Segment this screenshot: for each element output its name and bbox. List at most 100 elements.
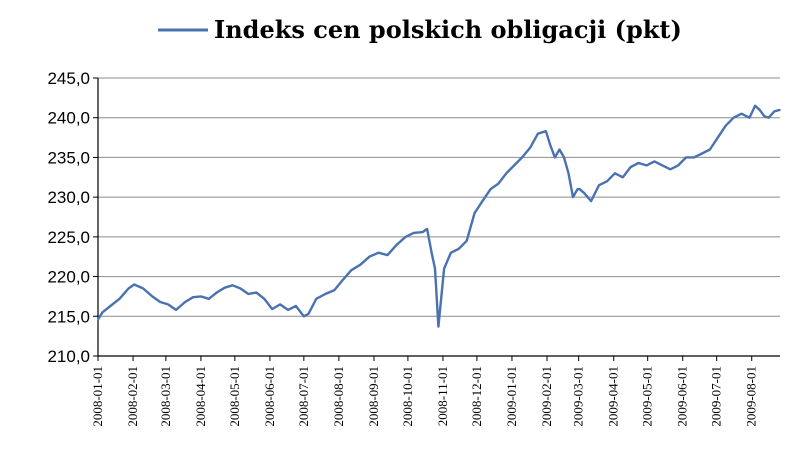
y-tick-label: 240,0	[47, 109, 90, 128]
data-point	[458, 248, 460, 250]
data-point	[465, 240, 468, 242]
data-point	[443, 267, 445, 270]
data-point	[175, 309, 177, 311]
data-point	[763, 115, 765, 117]
data-point	[151, 295, 154, 298]
x-tick-label: 2009-06-01	[675, 366, 690, 427]
data-point	[572, 196, 574, 198]
data-point	[192, 296, 194, 299]
data-point	[521, 156, 523, 159]
data-point	[200, 295, 202, 298]
data-point	[709, 148, 711, 151]
data-point	[341, 279, 344, 282]
data-point	[758, 109, 761, 111]
data-point	[754, 105, 756, 107]
y-tick-label: 230,0	[47, 188, 90, 207]
data-point	[255, 291, 258, 294]
data-point	[661, 164, 664, 167]
y-tick-label: 245,0	[47, 69, 90, 88]
data-point	[497, 182, 500, 185]
x-tick-label: 2009-04-01	[606, 366, 621, 427]
data-point	[732, 116, 735, 119]
data-point	[669, 168, 672, 171]
data-point	[629, 166, 632, 168]
data-point	[576, 188, 579, 190]
data-point	[437, 325, 440, 328]
data-point	[239, 287, 242, 290]
x-tick-label: 2008-03-01	[158, 366, 173, 427]
data-point	[505, 172, 508, 175]
x-tick-label: 2008-08-01	[331, 366, 346, 427]
data-point	[223, 286, 226, 289]
data-point	[184, 301, 186, 303]
data-point	[368, 255, 371, 258]
x-tick-label: 2008-05-01	[227, 366, 242, 427]
x-tick-label: 2008-04-01	[193, 366, 208, 427]
data-point	[481, 200, 484, 202]
x-tick-label: 2008-01-01	[90, 366, 105, 427]
data-point	[563, 156, 565, 159]
data-point	[537, 132, 539, 135]
x-tick-label: 2009-05-01	[640, 366, 655, 427]
data-point	[101, 311, 104, 314]
data-point	[614, 172, 616, 175]
data-point	[97, 318, 99, 321]
x-tick-label: 2009-07-01	[709, 366, 724, 427]
data-point	[554, 156, 556, 159]
y-tick-label: 225,0	[47, 228, 90, 247]
data-point	[434, 267, 436, 270]
series-line	[96, 104, 781, 328]
data-point	[109, 305, 112, 307]
data-point	[271, 308, 274, 310]
data-point	[653, 160, 656, 163]
data-point	[748, 116, 751, 119]
data-point	[685, 156, 687, 159]
data-point	[208, 298, 210, 300]
x-tick-label: 2009-03-01	[571, 366, 586, 427]
y-tick-label: 215,0	[47, 307, 90, 326]
data-point	[558, 148, 561, 151]
data-point	[567, 172, 570, 175]
data-point	[590, 200, 592, 202]
data-point	[622, 176, 624, 179]
y-tick-label: 210,0	[47, 347, 90, 366]
data-point	[231, 284, 234, 287]
data-point	[133, 283, 135, 286]
data-point	[637, 162, 640, 164]
data-point	[693, 156, 695, 159]
data-point	[395, 244, 398, 246]
data-point	[159, 301, 161, 303]
data-point	[645, 164, 648, 167]
x-tick-label: 2009-08-01	[744, 366, 759, 427]
data-point	[701, 152, 703, 155]
y-axis-tick-labels: 210,0 215,0 220,0 225,0 230,0 235,0 240,0 245,0	[47, 69, 98, 366]
data-point	[767, 116, 770, 119]
data-point	[359, 263, 362, 266]
data-point	[430, 251, 433, 254]
legend-label: Indeks cen polskich obligacji (pkt)	[214, 15, 682, 44]
data-point	[740, 112, 743, 115]
data-point	[513, 164, 515, 167]
data-point	[579, 188, 581, 190]
data-point	[377, 251, 380, 254]
data-point	[549, 144, 552, 147]
data-point	[724, 124, 727, 127]
data-point	[263, 298, 266, 300]
data-point	[303, 315, 305, 318]
x-tick-label: 2008-10-01	[400, 366, 415, 427]
data-point	[118, 298, 121, 300]
data-point	[677, 164, 679, 167]
data-point	[529, 147, 531, 149]
x-tick-label: 2008-06-01	[262, 366, 277, 427]
gridlines	[98, 77, 780, 317]
data-point	[606, 180, 608, 183]
x-tick-label: 2008-02-01	[125, 366, 140, 427]
x-tick-label: 2008-07-01	[296, 366, 311, 427]
data-point	[717, 136, 719, 139]
data-point	[127, 287, 130, 290]
legend: Indeks cen polskich obligacji (pkt)	[158, 15, 682, 44]
data-point	[324, 293, 327, 295]
data-point	[779, 109, 781, 111]
data-point	[412, 232, 415, 234]
